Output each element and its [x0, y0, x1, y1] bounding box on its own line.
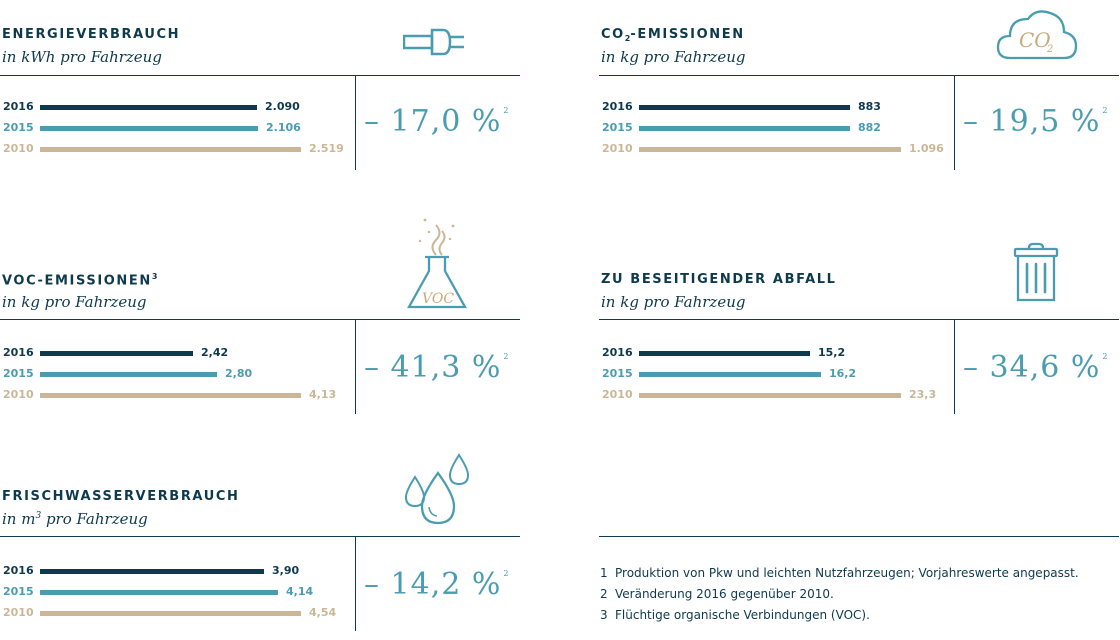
change-percent: – 14,2 % 2 [364, 567, 510, 602]
bar [40, 351, 193, 356]
panel-voc-emissionen: VOC-EMISSIONEN3 in kg pro Fahrzeug VOC –… [0, 210, 520, 415]
panel-title: FRISCHWASSERVERBRAUCH [2, 489, 240, 504]
bar-value-label: 16,2 [829, 367, 857, 380]
panel-co2-emissionen: CO2-EMISSIONEN in kg pro Fahrzeug CO 2 –… [599, 0, 1119, 170]
panel-subtitle: in kg pro Fahrzeug [601, 293, 746, 311]
bar-value-label: 2.519 [309, 142, 344, 155]
divider [0, 536, 520, 537]
divider [954, 320, 955, 414]
bar-value-label: 883 [858, 100, 881, 113]
panel-title: ZU BESEITIGENDER ABFALL [601, 272, 837, 287]
bar [40, 569, 264, 574]
bar-value-label: 23,3 [909, 388, 937, 401]
year-label: 2016 [602, 346, 633, 359]
bar [40, 372, 217, 377]
bar [40, 590, 278, 595]
bar-value-label: 2.090 [265, 100, 300, 113]
bar [40, 611, 301, 616]
panel-title: ENERGIEVERBRAUCH [2, 27, 181, 42]
year-label: 2010 [3, 606, 34, 619]
year-label: 2016 [3, 100, 34, 113]
power-plug-icon [402, 22, 465, 66]
bar [639, 147, 901, 152]
bar-value-label: 4,13 [309, 388, 337, 401]
bar [639, 105, 850, 110]
year-label: 2015 [3, 585, 34, 598]
year-label: 2015 [602, 367, 633, 380]
year-label: 2015 [3, 367, 34, 380]
footnote-3: 3 Flüchtige organische Verbindungen (VOC)… [600, 608, 870, 622]
panel-subtitle: in m3 pro Fahrzeug [2, 510, 148, 528]
svg-text:VOC: VOC [422, 291, 454, 307]
bar-value-label: 4,54 [309, 606, 337, 619]
bar-value-label: 15,2 [818, 346, 846, 359]
bar-value-label: 882 [858, 121, 881, 134]
divider [599, 536, 1119, 537]
bar [639, 351, 810, 356]
year-label: 2016 [602, 100, 633, 113]
bar-value-label: 4,14 [286, 585, 314, 598]
bar-value-label: 1.096 [909, 142, 944, 155]
flask-icon: VOC [403, 215, 469, 315]
divider [599, 319, 1119, 320]
bar [40, 105, 257, 110]
co2-cloud-icon: CO 2 [996, 5, 1078, 67]
bar [40, 393, 301, 398]
panel-abfall: ZU BESEITIGENDER ABFALL in kg pro Fahrze… [599, 210, 1119, 415]
year-label: 2015 [3, 121, 34, 134]
trash-bin-icon [1013, 242, 1059, 306]
divider [355, 320, 356, 414]
change-percent: – 41,3 % 2 [364, 350, 510, 385]
bar [639, 393, 901, 398]
svg-text:CO: CO [1019, 28, 1051, 52]
divider [599, 75, 1119, 76]
year-label: 2016 [3, 346, 34, 359]
bar-value-label: 3,90 [272, 564, 300, 577]
year-label: 2010 [3, 142, 34, 155]
year-label: 2016 [3, 564, 34, 577]
svg-text:2: 2 [1046, 44, 1053, 55]
panel-subtitle: in kg pro Fahrzeug [601, 48, 746, 66]
panel-subtitle: in kg pro Fahrzeug [2, 293, 147, 311]
footnotes: 1 Produktion von Pkw und leichten Nutzfah… [600, 566, 1079, 629]
panel-frischwasserverbrauch: FRISCHWASSERVERBRAUCH in m3 pro Fahrzeug… [0, 450, 520, 632]
bar [40, 147, 301, 152]
panel-title: CO2-EMISSIONEN [601, 27, 745, 43]
divider [0, 75, 520, 76]
panel-subtitle: in kWh pro Fahrzeug [2, 48, 162, 66]
year-label: 2010 [602, 388, 633, 401]
bar-value-label: 2.106 [266, 121, 301, 134]
panel-title: VOC-EMISSIONEN3 [2, 272, 158, 289]
year-label: 2010 [3, 388, 34, 401]
change-percent: – 17,0 % 2 [364, 104, 510, 139]
bar [639, 372, 821, 377]
change-percent: – 19,5 % 2 [963, 104, 1109, 139]
panel-energieverbrauch: ENERGIEVERBRAUCH in kWh pro Fahrzeug – 1… [0, 0, 520, 170]
year-label: 2015 [602, 121, 633, 134]
divider [355, 76, 356, 170]
year-label: 2010 [602, 142, 633, 155]
bar [40, 126, 258, 131]
change-percent: – 34,6 % 2 [963, 350, 1109, 385]
footnote-2: 2 Veränderung 2016 gegenüber 2010. [600, 587, 834, 601]
footnote-1: 1 Produktion von Pkw und leichten Nutzfah… [600, 566, 1079, 580]
divider [0, 319, 520, 320]
divider [954, 76, 955, 170]
bar [639, 126, 850, 131]
bar-value-label: 2,80 [225, 367, 253, 380]
water-drops-icon [402, 453, 474, 531]
divider [355, 537, 356, 631]
bar-value-label: 2,42 [201, 346, 229, 359]
